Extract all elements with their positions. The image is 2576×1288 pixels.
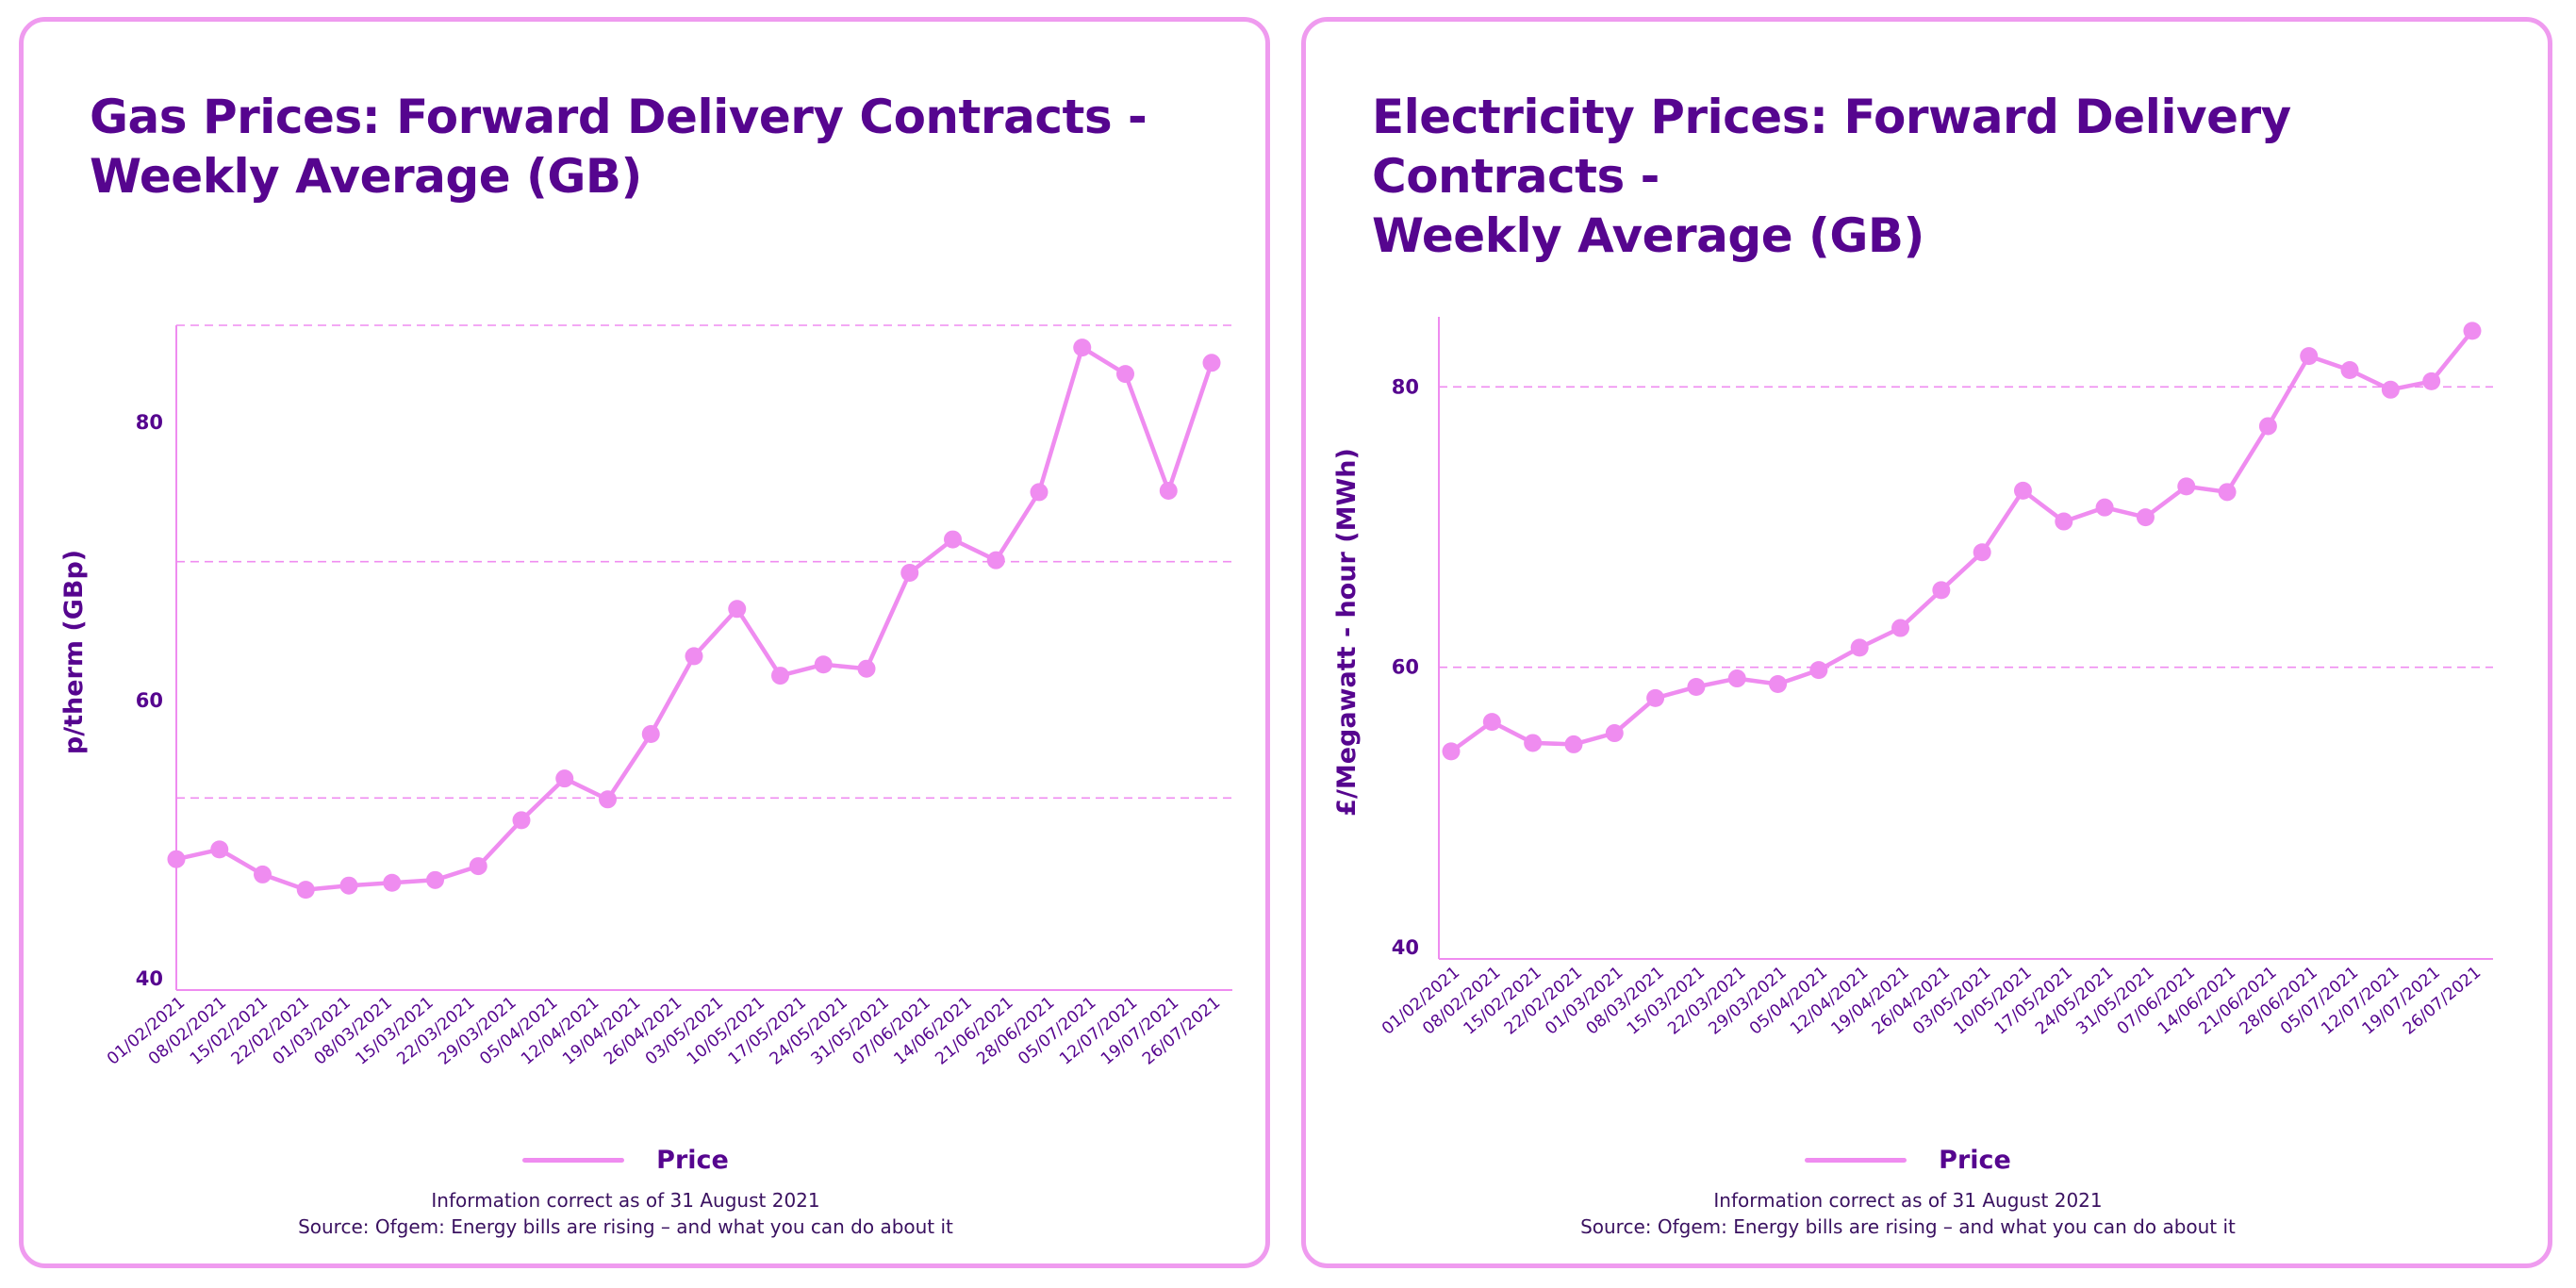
- price-series-line: [1448, 328, 2475, 754]
- price-data-point: [1727, 669, 1746, 688]
- price-data-point: [1159, 481, 1178, 500]
- price-data-point: [728, 600, 747, 619]
- chart-footer: Information correct as of 31 August 2021…: [1306, 1187, 2548, 1240]
- price-data-point: [339, 876, 358, 895]
- chart-footer: Information correct as of 31 August 2021…: [24, 1187, 1265, 1240]
- price-data-point: [2218, 483, 2237, 502]
- price-data-point: [1442, 742, 1461, 761]
- price-data-point: [254, 865, 272, 883]
- chart-legend: Price: [5, 1146, 1247, 1175]
- gas-chart-panel: Gas Prices: Forward Delivery Contracts -…: [19, 17, 1270, 1268]
- legend-label: Price: [1939, 1146, 2011, 1175]
- price-data-point: [555, 769, 574, 788]
- price-data-point: [1809, 661, 1828, 680]
- chart-title: Electricity Prices: Forward Delivery Con…: [1372, 88, 2456, 266]
- price-data-point: [599, 790, 617, 809]
- price-data-point: [1073, 339, 1092, 357]
- price-data-point: [383, 873, 402, 892]
- y-axis-title: p/therm (GBp): [59, 550, 89, 754]
- price-data-point: [944, 530, 962, 549]
- y-tick-label: 60: [1392, 656, 1419, 679]
- price-data-point: [641, 724, 660, 743]
- price-data-point: [210, 840, 229, 859]
- chart-legend: Price: [1287, 1146, 2529, 1175]
- price-data-point: [1524, 734, 1543, 752]
- price-data-point: [814, 655, 833, 674]
- legend-line-swatch: [522, 1158, 625, 1163]
- price-data-point: [2055, 512, 2073, 531]
- price-data-point: [1646, 688, 1665, 707]
- price-data-point: [1687, 677, 1706, 696]
- price-data-point: [2136, 508, 2155, 527]
- price-data-point: [685, 647, 703, 666]
- chart-title-line-1: Electricity Prices: Forward Delivery Con…: [1372, 90, 2291, 204]
- price-data-point: [167, 850, 186, 868]
- price-data-point: [469, 857, 487, 876]
- info-note: Information correct as of 31 August 2021: [431, 1189, 820, 1212]
- chart-title-line-1: Gas Prices: Forward Delivery Contracts -: [90, 90, 1148, 144]
- price-data-point: [2177, 477, 2196, 496]
- price-data-point: [1202, 354, 1221, 372]
- price-data-point: [1850, 638, 1869, 657]
- price-data-point: [1564, 735, 1583, 753]
- source-note: Source: Ofgem: Energy bills are rising –…: [1580, 1215, 2236, 1238]
- price-data-point: [900, 563, 919, 582]
- price-data-point: [2463, 322, 2482, 340]
- info-note: Information correct as of 31 August 2021: [1713, 1189, 2103, 1212]
- price-series-line: [173, 345, 1214, 892]
- chart-title: Gas Prices: Forward Delivery Contracts -…: [90, 88, 1174, 206]
- price-data-point: [2095, 498, 2114, 517]
- price-data-point: [1030, 483, 1049, 502]
- chart-title-line-2: Weekly Average (GB): [1372, 208, 1924, 263]
- price-data-point: [2300, 347, 2319, 366]
- price-data-point: [2340, 360, 2359, 379]
- electricity-chart-panel: Electricity Prices: Forward Delivery Con…: [1301, 17, 2552, 1268]
- price-data-point: [426, 870, 444, 889]
- price-data-point: [986, 551, 1005, 570]
- y-tick-label: 60: [136, 689, 163, 712]
- y-axis-title: £/Megawatt - hour (MWh): [1332, 448, 1362, 817]
- y-tick-label: 40: [1392, 936, 1419, 959]
- y-tick-label: 80: [136, 411, 163, 434]
- price-data-point: [1605, 724, 1624, 743]
- price-data-point: [2422, 372, 2441, 390]
- source-note: Source: Ofgem: Energy bills are rising –…: [298, 1215, 953, 1238]
- price-data-point: [512, 811, 531, 830]
- price-data-point: [1116, 365, 1134, 384]
- price-data-point: [857, 659, 876, 678]
- price-data-point: [2013, 481, 2032, 500]
- legend-label: Price: [656, 1146, 729, 1175]
- price-data-point: [1973, 543, 1991, 562]
- price-data-point: [771, 667, 789, 685]
- y-tick-label: 80: [1392, 375, 1419, 398]
- price-data-point: [1769, 675, 1788, 694]
- price-data-point: [2258, 417, 2277, 436]
- chart-title-line-2: Weekly Average (GB): [90, 149, 642, 204]
- price-data-point: [296, 881, 315, 900]
- y-tick-label: 40: [136, 967, 163, 990]
- price-data-point: [1932, 581, 1951, 600]
- legend-line-swatch: [1805, 1158, 1907, 1163]
- price-data-point: [1482, 713, 1501, 732]
- price-data-point: [2381, 380, 2400, 399]
- price-data-point: [1891, 619, 1910, 637]
